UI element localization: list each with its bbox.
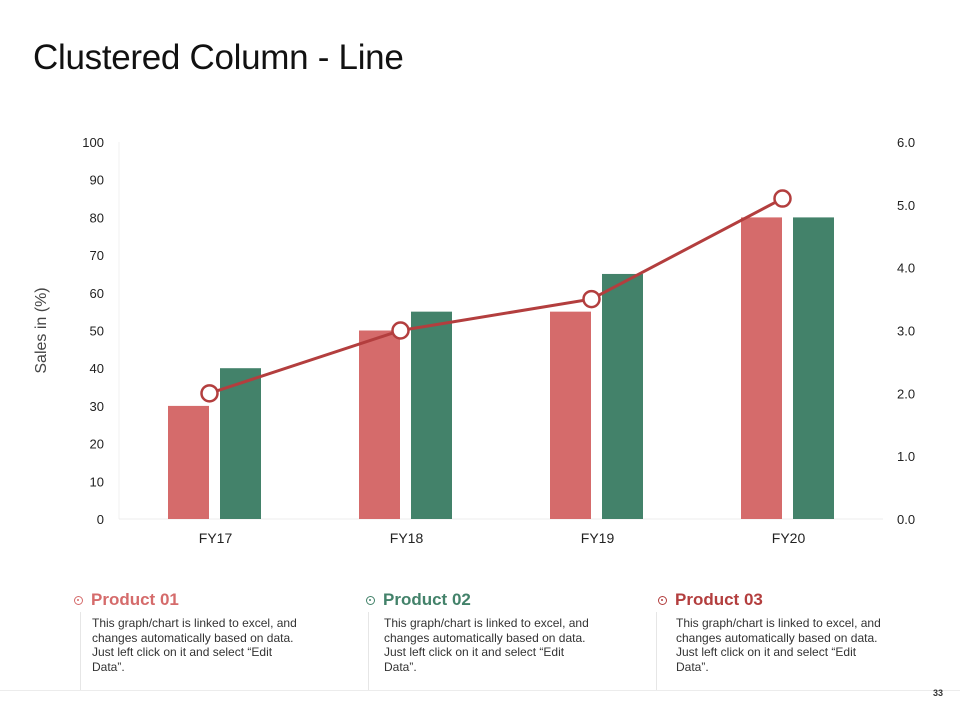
divider [656, 612, 657, 690]
y-tick-label: 80 [90, 210, 104, 225]
product-description: This graph/chart is linked to excel, and… [92, 616, 297, 674]
target-bullet-icon [74, 595, 83, 605]
y-tick-label: 40 [90, 361, 104, 376]
product-title: Product 01 [91, 590, 179, 609]
y-tick-label: 90 [90, 173, 104, 188]
x-tick-label: FY20 [772, 530, 806, 546]
bar-product-02-fy20 [793, 217, 834, 519]
x-tick-label: FY17 [199, 530, 233, 546]
bar-product-02-fy19 [602, 273, 643, 519]
y2-tick-label: 3.0 [897, 324, 915, 339]
y-tick-label: 50 [90, 324, 104, 339]
y-tick-label: 70 [90, 248, 104, 263]
x-tick-label: FY19 [581, 530, 615, 546]
y-tick-label: 10 [90, 474, 104, 489]
y2-tick-label: 2.0 [897, 386, 915, 401]
line-point-fy17 [200, 384, 219, 403]
y-tick-label: 100 [82, 135, 104, 150]
bar-product-01-fy18 [359, 330, 400, 519]
y2-tick-label: 6.0 [897, 135, 915, 150]
y2-tick-label: 0.0 [897, 512, 915, 527]
target-bullet-icon [366, 595, 375, 605]
bar-product-01-fy17 [168, 405, 209, 519]
product-title: Product 02 [383, 590, 471, 609]
clustered-column-line-chart: 0 10 20 30 40 50 60 70 80 90 100 0.0 1.0 2.0 3.0 4.0 5.0… [33, 135, 915, 546]
line-series-product-03 [209, 197, 784, 395]
line-point-fy20 [773, 189, 792, 208]
slide-title: Clustered Column - Line [33, 38, 404, 77]
line-point-fy19 [582, 289, 601, 309]
page-number: 33 [932, 688, 943, 698]
bar-product-01-fy20 [741, 217, 782, 519]
y-tick-label: 60 [90, 286, 104, 301]
line-point-fy18 [391, 321, 410, 340]
product-description: This graph/chart is linked to excel, and… [676, 616, 881, 674]
y-tick-label: 20 [90, 437, 104, 452]
product-title: Product 03 [675, 590, 763, 609]
target-bullet-icon [658, 595, 667, 605]
y-axis-title: Sales in (%) [33, 287, 50, 373]
y-tick-label: 0 [97, 512, 104, 527]
product-block-3: Product 03 This graph/chart is linked to… [658, 590, 908, 674]
divider [80, 612, 81, 690]
bar-product-02-fy18 [411, 311, 452, 519]
bar-product-02-fy17 [220, 368, 261, 519]
y2-tick-label: 4.0 [897, 261, 915, 276]
divider [368, 612, 369, 690]
product-block-1: Product 01 This graph/chart is linked to… [74, 590, 324, 674]
footer-divider [0, 690, 960, 691]
product-description: This graph/chart is linked to excel, and… [384, 616, 589, 674]
y-tick-label: 30 [90, 399, 104, 414]
y2-tick-label: 5.0 [897, 198, 915, 213]
y2-tick-label: 1.0 [897, 449, 915, 464]
x-tick-label: FY18 [390, 530, 424, 546]
bar-product-01-fy19 [550, 311, 591, 519]
product-block-2: Product 02 This graph/chart is linked to… [366, 590, 616, 674]
